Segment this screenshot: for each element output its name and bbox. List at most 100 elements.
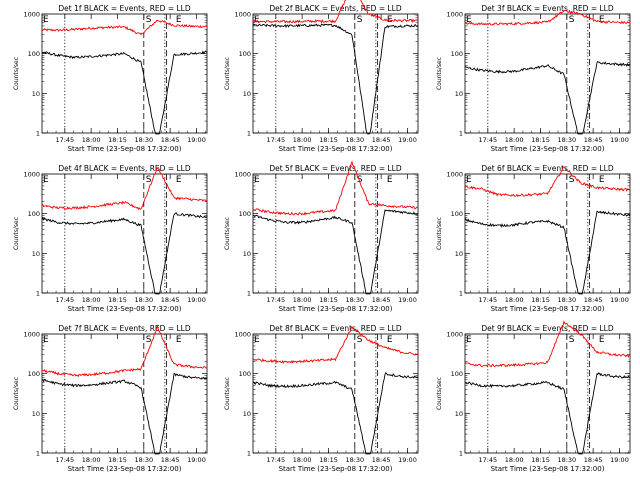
- x-tick-label: 19:00: [610, 136, 629, 144]
- panel-4: Det 4f BLACK = Events, RED = LLD 1 10 100 10…: [13, 164, 208, 313]
- y-tick-label: 100: [28, 210, 40, 218]
- x-axis-label: Start Time (23-Sep-08 17:32:00): [68, 305, 182, 313]
- marker-e-label: E: [466, 15, 472, 25]
- y-tick-label: 100: [451, 210, 463, 218]
- y-tick-label: 1: [459, 450, 463, 458]
- x-tick-label: 18:00: [82, 296, 101, 304]
- plot-frame: [464, 173, 631, 294]
- y-tick-label: 1000: [446, 331, 463, 339]
- series-events-line: [464, 372, 631, 455]
- x-tick-label: 18:30: [134, 296, 153, 304]
- y-tick-label: 100: [239, 50, 251, 58]
- panel-title: Det 6f BLACK = Events, RED = LLD: [481, 164, 614, 173]
- series-lld-line: [41, 324, 207, 378]
- x-tick-label: 18:15: [531, 136, 550, 144]
- marker-e-label: E: [466, 335, 472, 345]
- marker-e-label: E: [466, 175, 472, 185]
- series-events-line: [41, 372, 208, 455]
- y-tick-label: 1: [459, 130, 463, 138]
- y-tick-label: 100: [239, 210, 251, 218]
- plot-frame: [41, 13, 208, 134]
- marker-s-label: S: [146, 175, 152, 185]
- marker-e-label: E: [43, 15, 49, 25]
- y-tick-label: 10: [455, 90, 463, 98]
- y-axis-label: Counts/sec: [436, 217, 443, 250]
- y-tick-label: 1: [36, 450, 40, 458]
- marker-s-label: S: [569, 335, 575, 345]
- x-axis-label: Start Time (23-Sep-08 17:32:00): [279, 145, 393, 153]
- marker-e-label: E: [176, 15, 182, 25]
- panel-title: Det 8f BLACK = Events, RED = LLD: [269, 324, 402, 333]
- marker-e-label: E: [176, 175, 182, 185]
- marker-e-label: E: [176, 335, 182, 345]
- y-tick-label: 10: [243, 250, 251, 258]
- y-tick-label: 10: [32, 250, 40, 258]
- y-tick-label: 1000: [446, 171, 463, 179]
- x-tick-label: 18:00: [505, 296, 524, 304]
- marker-s-label: S: [357, 15, 363, 25]
- marker-e-label: E: [387, 175, 393, 185]
- y-tick-label: 1000: [234, 171, 251, 179]
- x-tick-label: 18:15: [108, 136, 127, 144]
- y-tick-label: 1000: [23, 171, 40, 179]
- y-tick-label: 10: [243, 90, 251, 98]
- y-axis-label: Counts/sec: [13, 377, 20, 410]
- x-tick-label: 18:15: [319, 136, 338, 144]
- x-axis-label: Start Time (23-Sep-08 17:32:00): [491, 305, 605, 313]
- y-axis-label: Counts/sec: [13, 217, 20, 250]
- x-tick-label: 19:00: [187, 136, 206, 144]
- y-tick-label: 1: [247, 290, 251, 298]
- marker-e-label: E: [254, 335, 260, 345]
- x-tick-label: 18:00: [293, 296, 312, 304]
- x-tick-label: 18:45: [584, 296, 603, 304]
- x-tick-label: 18:45: [584, 456, 603, 464]
- x-tick-label: 18:15: [319, 456, 338, 464]
- x-tick-label: 18:30: [557, 296, 576, 304]
- plot-frame: [464, 13, 631, 134]
- y-tick-label: 1: [459, 290, 463, 298]
- x-tick-label: 18:30: [134, 456, 153, 464]
- x-tick-label: 17:45: [55, 296, 74, 304]
- marker-e-label: E: [599, 175, 605, 185]
- x-tick-label: 18:00: [293, 136, 312, 144]
- series-events-line: [464, 210, 631, 295]
- plot-frame: [252, 13, 419, 134]
- marker-s-label: S: [146, 335, 152, 345]
- series-lld-line: [41, 19, 208, 36]
- x-tick-label: 18:45: [161, 136, 180, 144]
- marker-e-label: E: [254, 175, 260, 185]
- marker-s-label: S: [357, 175, 363, 185]
- y-tick-label: 10: [243, 410, 251, 418]
- x-axis-label: Start Time (23-Sep-08 17:32:00): [491, 465, 605, 473]
- panel-2: Det 2f BLACK = Events, RED = LLD 1 10 100 10…: [224, 0, 419, 153]
- series-events-line: [252, 371, 419, 455]
- x-tick-label: 17:45: [478, 136, 497, 144]
- x-tick-label: 18:15: [531, 296, 550, 304]
- x-tick-label: 18:15: [108, 296, 127, 304]
- marker-e-label: E: [599, 15, 605, 25]
- x-axis-label: Start Time (23-Sep-08 17:32:00): [279, 305, 393, 313]
- marker-e-label: E: [599, 335, 605, 345]
- series-lld-line: [252, 326, 419, 364]
- x-tick-label: 19:00: [610, 296, 629, 304]
- x-tick-label: 18:30: [345, 456, 364, 464]
- x-tick-label: 19:00: [610, 456, 629, 464]
- x-axis-label: Start Time (23-Sep-08 17:32:00): [491, 145, 605, 153]
- series-lld-line: [252, 0, 419, 24]
- x-tick-label: 18:45: [372, 296, 391, 304]
- marker-e-label: E: [43, 335, 49, 345]
- y-tick-label: 1000: [234, 331, 251, 339]
- panel-9: Det 9f BLACK = Events, RED = LLD 1 10 100 10…: [436, 320, 631, 473]
- x-tick-label: 18:45: [372, 136, 391, 144]
- panel-5: Det 5f BLACK = Events, RED = LLD 1 10 100 10…: [224, 160, 419, 313]
- plot-frame: [252, 173, 419, 294]
- y-tick-label: 100: [451, 50, 463, 58]
- plot-frame: [252, 333, 419, 454]
- x-axis-label: Start Time (23-Sep-08 17:32:00): [68, 145, 182, 153]
- x-tick-label: 19:00: [398, 136, 417, 144]
- y-tick-label: 1: [247, 450, 251, 458]
- series-lld-line: [252, 160, 419, 216]
- panel-8: Det 8f BLACK = Events, RED = LLD 1 10 100 10…: [224, 324, 419, 473]
- marker-s-label: S: [146, 15, 152, 25]
